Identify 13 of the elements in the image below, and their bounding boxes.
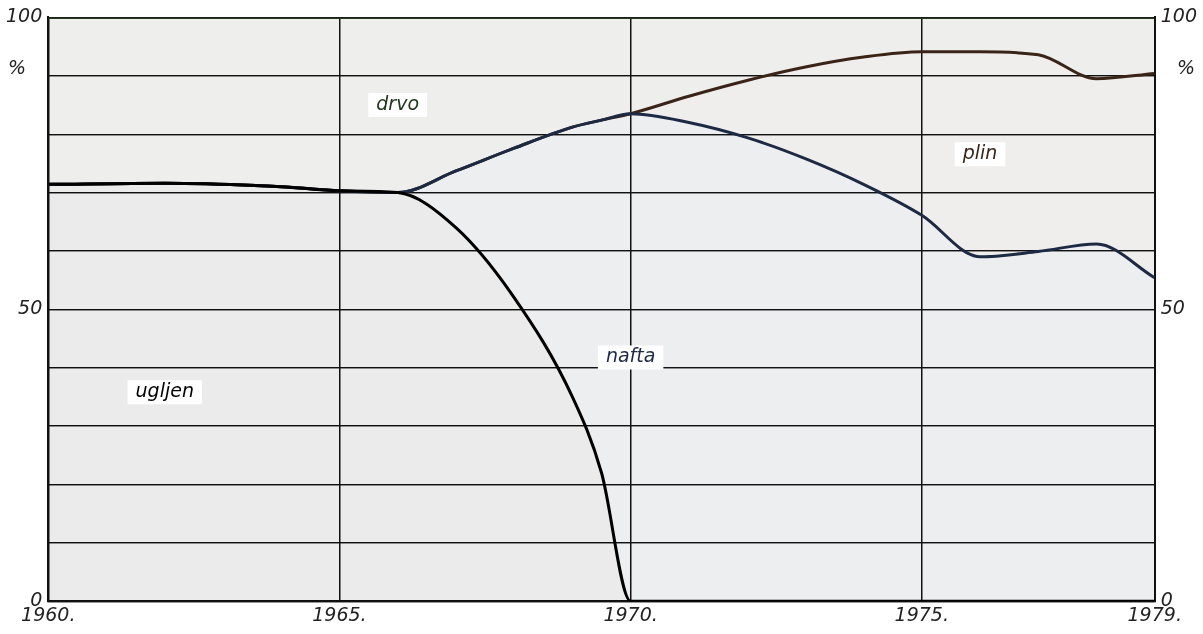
x-tick-label: 1970. [603,602,658,625]
y2-tick-label: 100 [1160,4,1197,27]
x-tick-label: 1965. [312,602,367,625]
series-label: ugljen [135,379,194,402]
y-tick-label: 50 [18,296,43,319]
x-tick-label: 1975. [894,602,949,625]
y2-axis-title: % [1176,56,1195,79]
y-tick-label: 100 [6,4,43,27]
series-label: plin [961,141,998,164]
series-label: drvo [376,91,420,114]
y2-tick-label: 50 [1160,296,1185,319]
series-label: nafta [605,344,656,367]
y-axis-title: % [8,56,27,79]
